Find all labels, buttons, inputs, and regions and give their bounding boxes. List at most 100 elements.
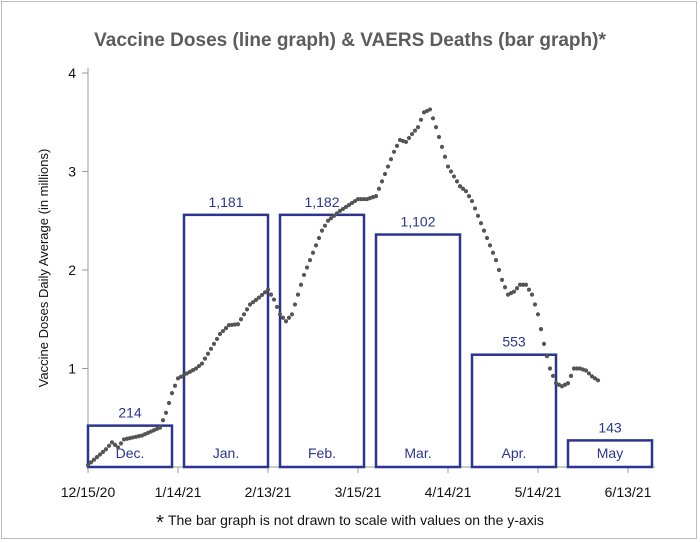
line-point bbox=[304, 265, 310, 270]
line-point bbox=[529, 292, 535, 297]
line-point bbox=[214, 336, 220, 342]
bar-month-label: Dec. bbox=[116, 445, 145, 461]
line-point bbox=[466, 194, 472, 199]
x-tick-label: 5/14/21 bbox=[515, 484, 562, 500]
line-point bbox=[94, 455, 100, 460]
line-point bbox=[457, 184, 463, 189]
line-point bbox=[241, 312, 247, 317]
line-point bbox=[541, 341, 547, 346]
bar-month-label: Feb. bbox=[308, 445, 336, 461]
line-point bbox=[91, 457, 97, 462]
bar-month-label: Mar. bbox=[404, 445, 431, 461]
line-point bbox=[532, 302, 538, 307]
line-point bbox=[595, 378, 601, 383]
line-point bbox=[523, 282, 529, 287]
line-point bbox=[340, 206, 346, 212]
x-tick-label: 4/14/21 bbox=[425, 484, 472, 500]
line-point bbox=[193, 366, 199, 371]
line-point bbox=[499, 277, 505, 282]
chart-title: Vaccine Doses (line graph) & VAERS Death… bbox=[94, 30, 606, 51]
line-point bbox=[430, 116, 436, 121]
line-point bbox=[277, 312, 283, 317]
line-point bbox=[352, 198, 358, 204]
line-point bbox=[547, 366, 553, 371]
line-point bbox=[589, 374, 595, 379]
line-point bbox=[301, 272, 307, 278]
line-point bbox=[583, 368, 589, 373]
line-point bbox=[289, 312, 295, 317]
line-point bbox=[451, 174, 457, 179]
line-point bbox=[349, 200, 355, 206]
line-point bbox=[109, 440, 115, 445]
line-point bbox=[361, 196, 367, 202]
line-point bbox=[223, 326, 229, 331]
line-point bbox=[415, 125, 421, 130]
footnote-text: The bar graph is not drawn to scale with… bbox=[167, 512, 544, 528]
line-point bbox=[283, 319, 289, 324]
line-point bbox=[358, 196, 364, 202]
line-point bbox=[475, 213, 481, 218]
line-point bbox=[115, 445, 121, 450]
line-point bbox=[235, 322, 241, 327]
line-point bbox=[538, 327, 544, 332]
line-point bbox=[391, 149, 397, 154]
bar-apr bbox=[470, 353, 558, 469]
bar-feb bbox=[278, 213, 366, 469]
line-point bbox=[256, 295, 262, 300]
line-point bbox=[262, 290, 268, 295]
line-point bbox=[484, 235, 490, 241]
line-point bbox=[586, 371, 592, 376]
line-point bbox=[160, 418, 166, 423]
line-point bbox=[103, 447, 109, 452]
bar-value-label: 214 bbox=[118, 405, 142, 421]
line-point bbox=[334, 211, 340, 216]
line-point bbox=[307, 258, 313, 263]
bar-jan bbox=[182, 213, 270, 469]
line-point bbox=[379, 179, 385, 184]
line-point bbox=[403, 139, 409, 145]
line-point bbox=[463, 189, 469, 194]
line-point bbox=[205, 351, 211, 356]
line-point bbox=[310, 250, 316, 255]
line-point bbox=[337, 208, 343, 213]
line-point bbox=[385, 164, 391, 169]
line-point bbox=[472, 206, 478, 211]
line-point bbox=[502, 285, 508, 290]
line-point bbox=[112, 442, 118, 447]
line-point bbox=[253, 297, 259, 302]
line-point bbox=[163, 410, 169, 415]
y-tick-label: 1 bbox=[68, 361, 76, 377]
line-point bbox=[106, 443, 112, 448]
line-point bbox=[565, 381, 571, 386]
y-tick-label: 2 bbox=[68, 262, 76, 278]
x-tick-label: 1/14/21 bbox=[155, 484, 202, 500]
line-point bbox=[169, 391, 175, 396]
line-point bbox=[292, 302, 298, 307]
line-point bbox=[250, 300, 256, 305]
y-tick-label: 4 bbox=[68, 65, 76, 81]
line-point bbox=[592, 376, 598, 381]
line-point bbox=[280, 315, 286, 320]
line-point bbox=[355, 196, 361, 202]
line-point bbox=[265, 287, 271, 292]
x-ticks: 12/15/20 1/14/21 2/13/21 3/15/21 4/14/21 5/14… bbox=[61, 467, 652, 500]
line-point bbox=[298, 282, 304, 287]
line-point bbox=[535, 312, 541, 317]
line-point bbox=[274, 304, 280, 310]
line-point bbox=[409, 131, 415, 137]
bar-month-label: Apr. bbox=[502, 445, 527, 461]
bar-value-label: 143 bbox=[598, 419, 622, 435]
line-point bbox=[412, 128, 418, 133]
line-point bbox=[469, 198, 475, 204]
y-ticks: 1 2 3 4 bbox=[68, 65, 88, 377]
line-point bbox=[433, 125, 439, 130]
line-point bbox=[454, 179, 460, 184]
line-point bbox=[85, 462, 91, 468]
line-point bbox=[319, 228, 325, 233]
line-point bbox=[478, 221, 484, 226]
line-point bbox=[445, 164, 451, 169]
line-point bbox=[244, 307, 250, 312]
bars: 214 Dec. 1,181 Jan. 1,182 Feb. 1,102 Mar. 553 Apr… bbox=[86, 194, 654, 469]
line-point bbox=[481, 228, 487, 233]
